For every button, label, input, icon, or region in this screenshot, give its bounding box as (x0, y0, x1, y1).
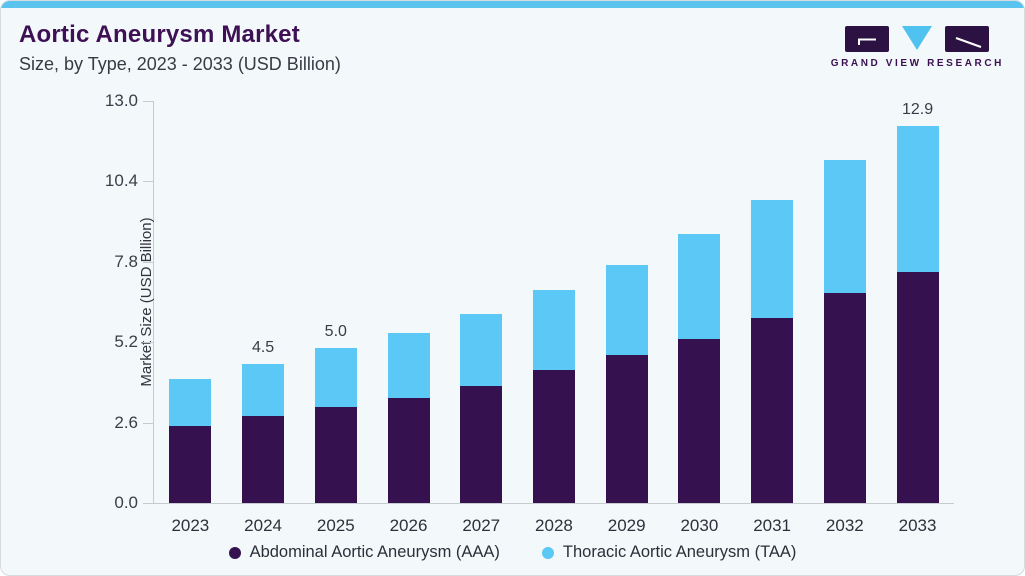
bars-row: 2023 4.5 2024 5.0 2025 2026 2027 2028 2029 2030 20… (154, 101, 954, 535)
x-axis-label: 2029 (607, 516, 646, 535)
bar-group-2029: 2029 (605, 101, 648, 535)
x-axis-label: 2032 (825, 516, 864, 535)
x-axis-label: 2030 (680, 516, 719, 535)
y-tick-label: 7.8 (114, 252, 138, 271)
segment-taa (242, 363, 285, 417)
y-tick-label: 2.6 (114, 413, 138, 432)
x-axis-label: 2023 (171, 516, 210, 535)
segment-aaa (242, 416, 285, 503)
gvr-logo-icon (845, 26, 990, 52)
bar-group-2028: 2028 (532, 101, 575, 535)
y-axis-title: Market Size (USD Billion) (138, 217, 156, 387)
segment-aaa (460, 385, 503, 503)
gvr-logo-text: GRAND VIEW RESEARCH (830, 58, 1004, 69)
y-tick-mark (143, 180, 153, 182)
bar-group-2030: 2030 (678, 101, 721, 535)
y-tick-mark (143, 422, 153, 424)
legend-label: Thoracic Aortic Aneurysm (TAA) (562, 543, 797, 561)
bar-group-2025: 5.0 2025 (314, 101, 357, 535)
bar-group-2032: 2032 (823, 101, 866, 535)
legend-dot-icon (228, 546, 241, 559)
segment-taa (314, 348, 357, 408)
segment-aaa (823, 292, 866, 503)
x-axis-label: 2033 (898, 516, 937, 535)
bar-group-2026: 2026 (387, 101, 430, 535)
segment-aaa (678, 339, 721, 503)
segment-aaa (605, 354, 648, 503)
x-axis-label: 2026 (389, 516, 428, 535)
segment-aaa (532, 370, 575, 503)
segment-taa (678, 234, 721, 340)
segment-aaa (314, 407, 357, 503)
x-axis-label: 2025 (316, 516, 355, 535)
bar-group-2033: 12.9 2033 (896, 101, 939, 535)
legend-dot-icon (541, 546, 554, 559)
legend-item: Abdominal Aortic Aneurysm (AAA) (228, 543, 500, 562)
bar-group-2031: 2031 (751, 101, 794, 535)
bar-group-2027: 2027 (460, 101, 503, 535)
segment-taa (169, 379, 212, 426)
segment-taa (823, 159, 866, 293)
segment-taa (387, 333, 430, 398)
header: Aortic Aneurysm Market Size, by Type, 20… (19, 21, 1004, 75)
bar-value-label: 12.9 (901, 101, 934, 118)
plot-area: Market Size (USD Billion) 0.0 2.6 5.2 7.8 10… (105, 91, 954, 535)
legend-item: Thoracic Aortic Aneurysm (TAA) (541, 543, 797, 562)
accent-strip (1, 1, 1024, 8)
x-axis-label: 2028 (535, 516, 573, 535)
segment-taa (751, 200, 794, 318)
y-tick-mark (143, 341, 153, 343)
segment-aaa (387, 397, 430, 503)
segment-aaa (896, 272, 939, 503)
x-axis-label: 2024 (244, 516, 282, 535)
y-tick-label: 0.0 (114, 493, 138, 512)
segment-aaa (169, 425, 212, 503)
page-subtitle: Size, by Type, 2023 - 2033 (USD Billion) (19, 54, 341, 74)
x-axis-label: 2027 (462, 516, 501, 535)
legend-label: Abdominal Aortic Aneurysm (AAA) (249, 543, 500, 561)
segment-taa (460, 314, 503, 386)
y-tick-mark (143, 261, 153, 263)
y-tick-mark (143, 100, 153, 102)
segment-taa (896, 126, 939, 273)
y-tick-label: 10.4 (104, 171, 138, 190)
title-block: Aortic Aneurysm Market Size, by Type, 20… (19, 21, 341, 75)
page-title: Aortic Aneurysm Market (19, 21, 300, 48)
y-tick-label: 5.2 (114, 332, 138, 351)
x-axis-label: 2031 (753, 516, 792, 535)
segment-taa (532, 289, 575, 370)
bar-group-2024: 4.5 2024 (242, 101, 285, 535)
gvr-logo: GRAND VIEW RESEARCH (831, 21, 1004, 69)
segment-aaa (751, 317, 794, 503)
bar-value-label: 4.5 (251, 338, 275, 356)
bar-value-label: 5.0 (324, 323, 347, 341)
y-tick-mark (143, 502, 153, 504)
bar-group-2023: 2023 (169, 101, 212, 535)
segment-taa (605, 264, 648, 355)
legend: Abdominal Aortic Aneurysm (AAA) Thoracic … (1, 543, 1024, 562)
y-tick-label: 13.0 (104, 91, 138, 110)
